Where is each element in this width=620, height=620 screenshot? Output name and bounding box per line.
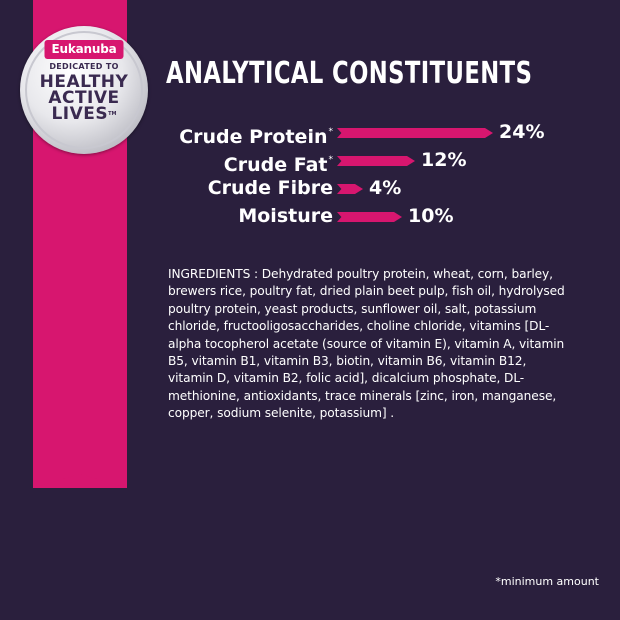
constituent-name: Moisture [238,205,333,227]
constituent-bar-arrow [337,184,363,194]
constituent-value: 12% [421,149,467,171]
footnote: *minimum amount [495,575,599,588]
constituent-label: Moisture [0,204,333,228]
trademark-mark: TM [108,111,117,117]
constituent-name: Crude Fat [223,154,328,176]
badge-line-lives: LIVESTM [20,106,148,123]
badge-line-healthy: HEALTHY [39,72,129,92]
constituent-value: 24% [499,121,545,143]
constituent-value: 4% [369,177,402,199]
page-title: ANALYTICAL CONSTITUENTS [166,56,533,91]
ribbon-tail [33,470,127,488]
constituent-name: Crude Fibre [207,177,333,199]
asterisk-mark: * [328,155,334,165]
constituent-bar-arrow [337,156,415,166]
badge-dedicated-text: DEDICATED TO [49,62,119,71]
constituent-name: Crude Protein [179,126,328,148]
ingredients-text: INGREDIENTS : Dehydrated poultry protein… [168,267,565,421]
brand-logo: Eukanuba [44,40,124,59]
badge-line-active: ACTIVE [48,88,120,108]
constituent-label: Crude Fibre [0,176,333,200]
eukanuba-badge: Eukanuba DEDICATED TO HEALTHY ACTIVE LIV… [20,26,148,154]
constituent-label: Crude Protein* [0,120,333,149]
constituent-label: Crude Fat* [0,148,333,177]
constituent-bar-arrow [337,212,402,222]
constituent-bar-arrow [337,128,493,138]
constituent-value: 10% [408,205,454,227]
asterisk-mark: * [328,127,334,137]
badge-line-lives-text: LIVES [51,104,109,124]
badge-ring [25,31,143,149]
